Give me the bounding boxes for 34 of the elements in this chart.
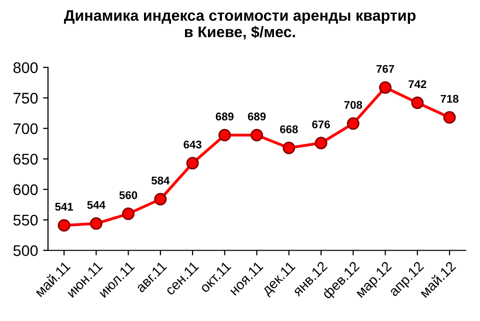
y-tick-label: 700: [14, 123, 38, 134]
data-label: 584: [152, 176, 170, 184]
data-label: 643: [184, 140, 202, 148]
point: [218, 128, 231, 142]
data-label: 767: [376, 64, 394, 73]
data-label: 668: [280, 125, 298, 134]
chart-title: Динамика индекса стоимости аренды квартир в Киеве, $/мес.: [64, 10, 416, 40]
data-label: 541: [55, 202, 74, 211]
point: [250, 128, 264, 142]
data-label: 676: [312, 120, 330, 128]
point: [411, 96, 424, 110]
point: [379, 81, 392, 94]
point: [90, 217, 102, 230]
point: [122, 208, 135, 220]
point: [58, 219, 70, 232]
point: [314, 136, 328, 150]
data-label: 544: [87, 201, 106, 209]
data-label: 560: [119, 191, 138, 200]
point: [186, 156, 199, 170]
data-label: 708: [344, 100, 362, 109]
y-tick-label: 650: [14, 154, 38, 165]
y-tick-label: 500: [13, 245, 38, 256]
data-label: 689: [248, 112, 266, 120]
y-tick-label: 550: [13, 214, 38, 226]
data-label: 742: [408, 80, 426, 88]
y-tick-label: 600: [14, 184, 38, 196]
y-tick-label: 750: [14, 92, 38, 104]
point: [443, 111, 456, 124]
data-label: 718: [440, 94, 458, 103]
point: [346, 117, 360, 130]
point: [154, 192, 167, 206]
data-label: 689: [216, 112, 234, 120]
y-tick-label: 800: [13, 62, 38, 74]
point: [282, 142, 296, 154]
